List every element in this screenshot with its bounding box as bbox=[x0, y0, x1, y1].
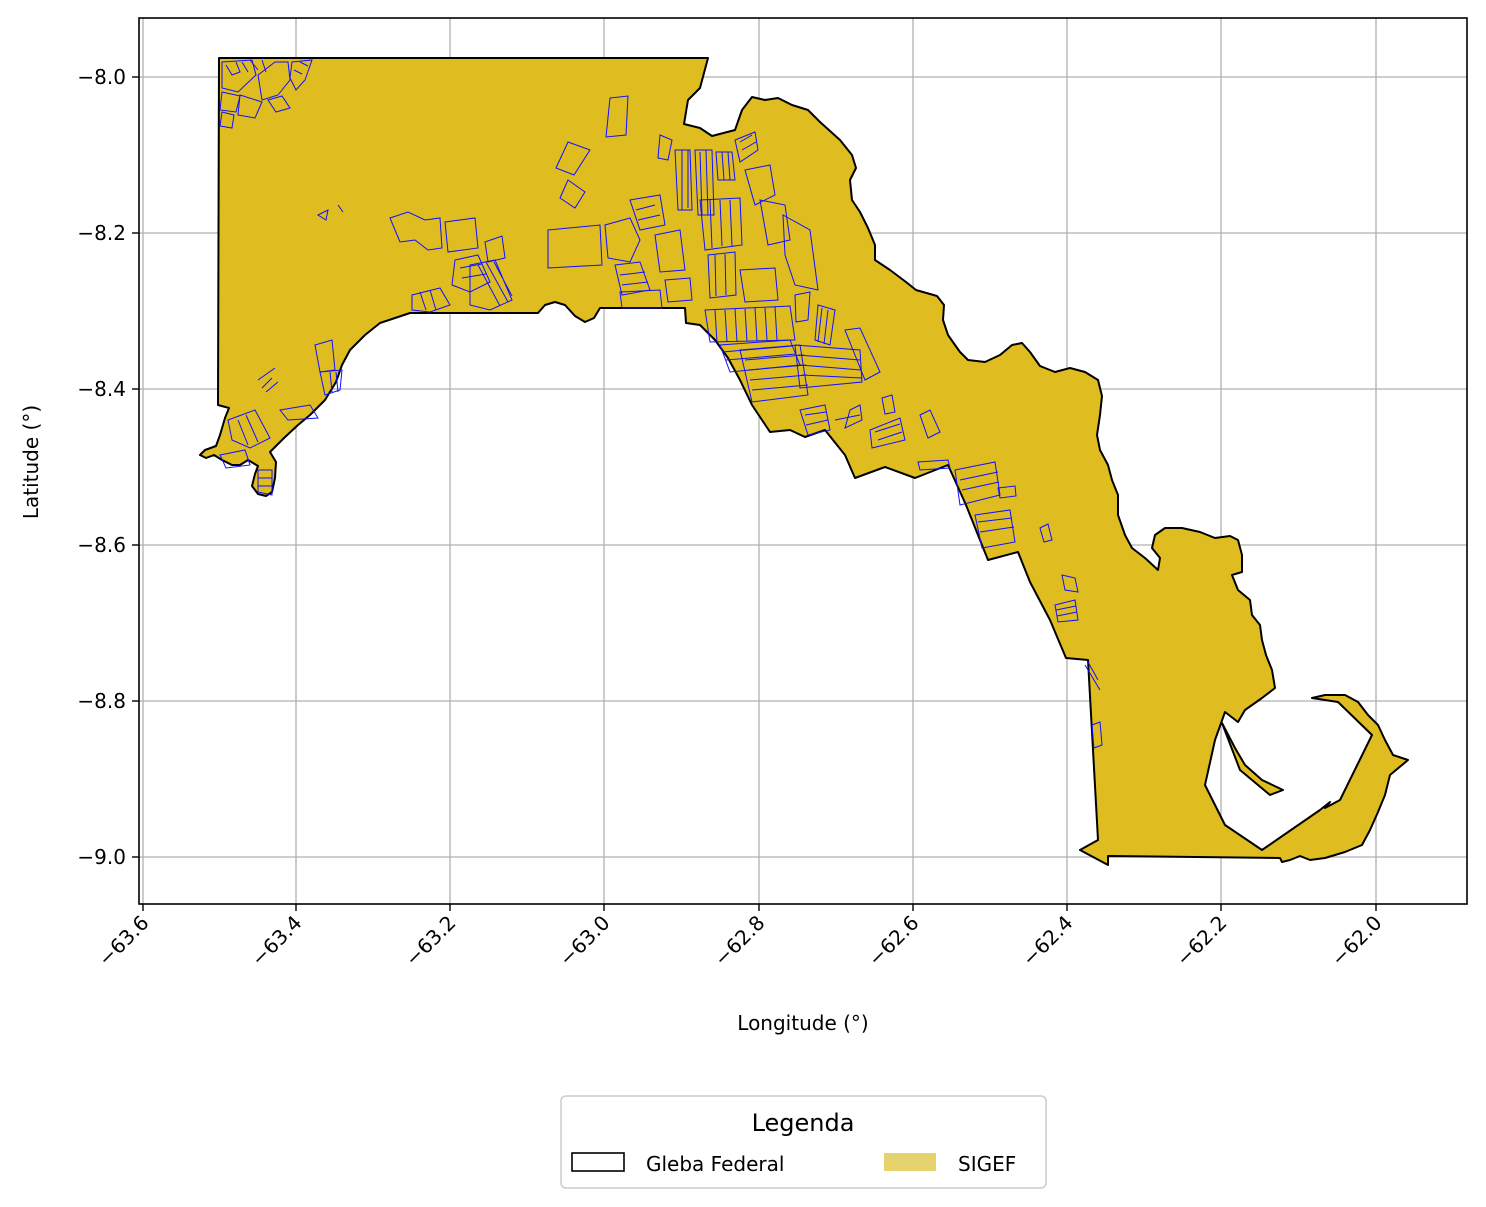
sigef-parcel bbox=[227, 409, 271, 449]
sigef-parcel bbox=[469, 259, 513, 311]
sigef-parcel bbox=[917, 459, 951, 471]
sigef-parcel bbox=[619, 289, 663, 309]
sigef-parcel bbox=[654, 229, 686, 273]
x-tick-label: −63.2 bbox=[400, 911, 460, 971]
sigef-parcel bbox=[707, 251, 737, 299]
sigef-parcel bbox=[289, 59, 313, 91]
y-axis-title: Latitude (°) bbox=[19, 405, 43, 519]
sigef-parcel bbox=[1061, 574, 1079, 593]
sigef-parcel bbox=[699, 197, 743, 251]
x-tick-label: −62.6 bbox=[863, 911, 923, 971]
sigef-parcel bbox=[734, 131, 759, 163]
sigef-parcels bbox=[219, 59, 1103, 749]
x-tick-label: −63.6 bbox=[93, 911, 153, 971]
sigef-parcel bbox=[799, 404, 831, 436]
legend: Legenda Gleba Federal SIGEF bbox=[560, 1095, 1047, 1189]
sigef-parcel bbox=[316, 204, 344, 221]
sigef-parcel bbox=[555, 141, 591, 176]
legend-title: Legenda bbox=[752, 1109, 855, 1137]
y-tick-label: −8.0 bbox=[77, 65, 126, 89]
sigef-parcel bbox=[221, 59, 257, 93]
sigef-parcel bbox=[1039, 523, 1053, 543]
sigef-parcel bbox=[794, 291, 811, 323]
y-tick-label: −8.8 bbox=[77, 689, 126, 713]
legend-swatch-gleba-federal bbox=[571, 1152, 625, 1172]
sigef-parcel bbox=[954, 461, 1001, 506]
sigef-parcel bbox=[844, 327, 881, 381]
sigef-parcel bbox=[814, 304, 836, 346]
y-tick-marks bbox=[132, 76, 139, 858]
sigef-parcel bbox=[759, 199, 791, 246]
sigef-parcel bbox=[219, 91, 241, 129]
y-tick-label: −8.4 bbox=[77, 377, 126, 401]
sigef-parcel bbox=[319, 369, 343, 396]
sigef-parcel bbox=[674, 149, 693, 211]
sigef-parcel bbox=[919, 409, 941, 439]
x-tick-marks bbox=[142, 904, 1377, 911]
sigef-parcel bbox=[559, 179, 586, 209]
plot-frame bbox=[138, 17, 1468, 905]
sigef-parcel bbox=[694, 149, 715, 216]
sigef-parcel bbox=[881, 394, 896, 415]
sigef-parcel bbox=[237, 94, 263, 119]
sigef-parcel bbox=[974, 509, 1016, 549]
sigef-parcel bbox=[1084, 661, 1101, 691]
sigef-parcel bbox=[267, 95, 291, 113]
y-tick-label: −9.0 bbox=[77, 845, 126, 869]
x-tick-label: −63.0 bbox=[554, 911, 614, 971]
x-axis-title: Longitude (°) bbox=[737, 1011, 868, 1035]
sigef-parcel bbox=[444, 217, 479, 253]
sigef-parcel bbox=[257, 367, 279, 393]
x-tick-label: −62.4 bbox=[1017, 911, 1077, 971]
legend-swatch-sigef bbox=[884, 1153, 936, 1171]
sigef-parcel bbox=[389, 211, 443, 251]
sigef-parcel bbox=[739, 344, 809, 403]
sigef-parcel bbox=[279, 404, 319, 421]
sigef-parcel bbox=[657, 134, 673, 161]
sigef-parcel bbox=[794, 344, 863, 389]
x-tick-label: −62.0 bbox=[1326, 911, 1386, 971]
sigef-parcel bbox=[715, 151, 736, 181]
sigef-parcel bbox=[629, 194, 666, 231]
sigef-parcel bbox=[1054, 599, 1079, 623]
y-tick-label: −8.6 bbox=[77, 533, 126, 557]
sigef-parcel bbox=[605, 95, 629, 138]
sigef-parcel bbox=[744, 164, 776, 206]
sigef-parcel bbox=[782, 214, 819, 291]
sigef-parcel bbox=[704, 305, 796, 343]
sigef-parcel bbox=[484, 235, 506, 263]
x-tick-label: −63.4 bbox=[246, 911, 306, 971]
legend-label-gleba-federal: Gleba Federal bbox=[646, 1152, 784, 1176]
y-tick-labels: −8.0 −8.2 −8.4 −8.6 −8.8 −9.0 bbox=[77, 65, 126, 869]
sigef-parcel bbox=[314, 339, 336, 373]
sigef-parcel bbox=[604, 217, 641, 263]
sigef-parcel bbox=[834, 404, 863, 429]
sigef-parcel bbox=[1091, 721, 1103, 749]
sigef-parcel bbox=[739, 267, 779, 303]
sigef-parcel bbox=[219, 449, 251, 469]
x-tick-label: −62.8 bbox=[709, 911, 769, 971]
x-tick-label: −62.2 bbox=[1171, 911, 1231, 971]
legend-label-sigef: SIGEF bbox=[958, 1152, 1016, 1176]
sigef-parcel bbox=[411, 287, 451, 313]
sigef-parcel bbox=[997, 485, 1017, 499]
y-tick-label: −8.2 bbox=[77, 221, 126, 245]
sigef-parcel bbox=[869, 417, 906, 449]
sigef-parcel bbox=[451, 254, 491, 293]
gleba-federal-polygon bbox=[199, 57, 1409, 866]
x-tick-labels: −63.6 −63.4 −63.2 −63.0 −62.8 −62.6 −62.… bbox=[93, 911, 1386, 971]
sigef-parcel bbox=[257, 61, 291, 101]
sigef-parcel bbox=[664, 277, 693, 303]
sigef-parcel bbox=[547, 224, 603, 269]
sigef-parcel bbox=[225, 59, 267, 76]
sigef-parcel bbox=[257, 469, 273, 496]
